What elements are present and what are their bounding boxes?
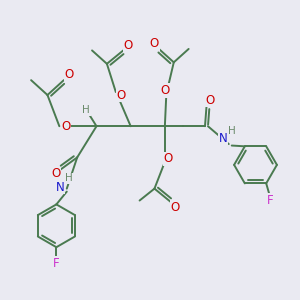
Text: H: H	[229, 126, 236, 136]
Text: H: H	[65, 173, 73, 183]
Text: O: O	[206, 94, 215, 106]
Text: H: H	[82, 105, 90, 115]
Text: O: O	[64, 68, 74, 81]
Text: O: O	[61, 120, 70, 133]
Text: O: O	[51, 167, 60, 180]
Text: O: O	[124, 40, 133, 52]
Text: O: O	[164, 152, 173, 165]
Text: F: F	[267, 194, 274, 207]
Text: N: N	[56, 181, 64, 194]
Text: F: F	[53, 257, 60, 270]
Text: O: O	[171, 201, 180, 214]
Text: O: O	[150, 38, 159, 50]
Text: O: O	[116, 88, 125, 101]
Text: O: O	[160, 84, 170, 97]
Text: N: N	[219, 132, 228, 145]
